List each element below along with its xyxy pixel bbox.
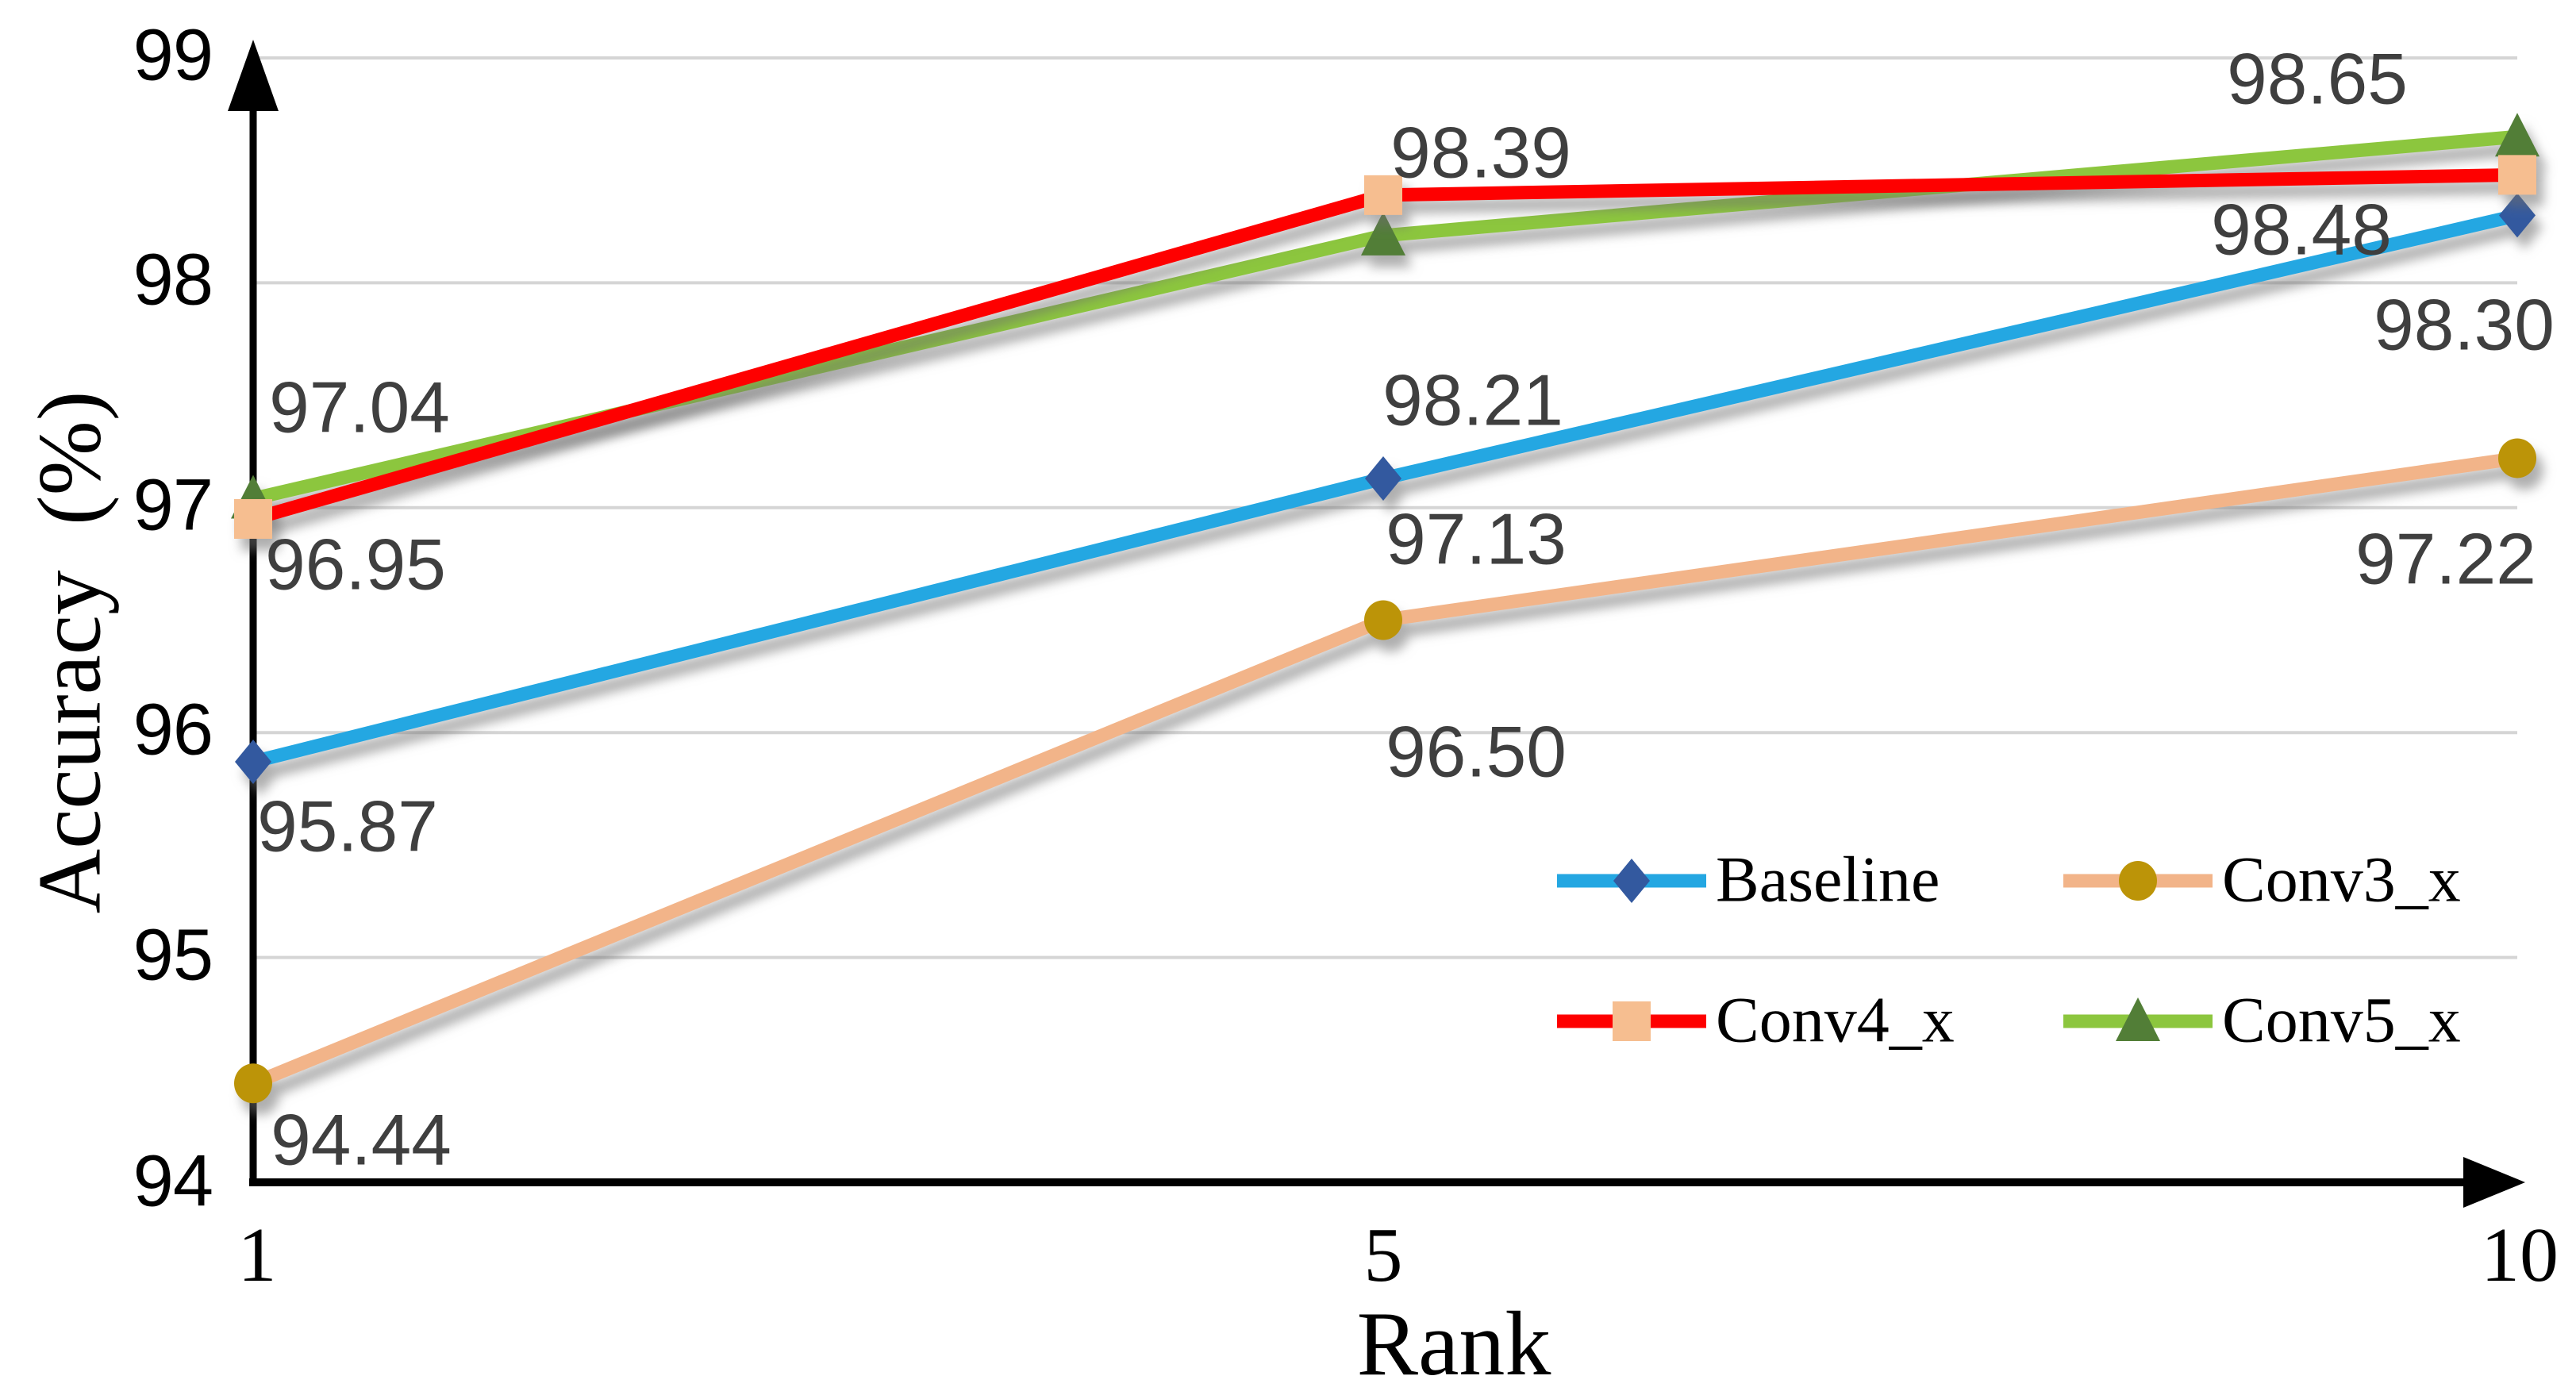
data-label-baseline-rank5: 97.13 — [1386, 499, 1567, 580]
legend-marker-circle-conv3_x — [2119, 861, 2157, 901]
marker-square-conv4_x-p1 — [1364, 175, 1402, 215]
y-tick-label-97: 97 — [133, 464, 213, 546]
legend-label-conv5: Conv5_x — [2222, 983, 2461, 1056]
marker-circle-conv3_x-p1 — [1364, 600, 1402, 640]
x-tick-label-10: 10 — [2481, 1212, 2559, 1298]
y-tick-label-96: 96 — [133, 689, 213, 771]
x-tick-label-5: 5 — [1363, 1212, 1403, 1298]
data-label-conv4-rank5: 98.39 — [1390, 113, 1571, 194]
y-axis-title: Accuracy (%) — [20, 390, 120, 914]
marker-circle-conv3_x-p2 — [2498, 438, 2536, 478]
legend-swatch-conv4_x — [1557, 1001, 1706, 1041]
legend-swatch-conv3_x — [2063, 861, 2213, 901]
marker-square-conv4_x-p0 — [234, 498, 272, 539]
y-tick-label-94: 94 — [133, 1140, 213, 1222]
x-axis-title: Rank — [1356, 1293, 1551, 1395]
marker-diamond-baseline-p0 — [235, 740, 271, 785]
y-tick-label-99: 99 — [133, 14, 213, 96]
data-label-conv5-rank10: 98.65 — [2227, 39, 2408, 120]
marker-triangle-conv5_x-p2 — [2495, 113, 2539, 157]
legend-swatch-conv5_x — [2063, 997, 2213, 1041]
marker-circle-conv3_x-p0 — [234, 1063, 272, 1104]
series-group-baseline — [235, 193, 2536, 785]
x-axis-arrowhead-icon — [2463, 1157, 2525, 1208]
data-label-conv3-rank1: 94.44 — [271, 1100, 452, 1181]
series-group-conv5_x — [231, 113, 2539, 519]
y-tick-label-95: 95 — [133, 914, 213, 996]
legend-marker-diamond-baseline — [1613, 859, 1650, 903]
data-label-baseline-rank1: 95.87 — [257, 786, 438, 867]
data-label-conv5-rank1: 97.04 — [269, 367, 450, 448]
data-label-conv4-rank10: 98.48 — [2211, 190, 2392, 271]
y-axis-arrowhead-icon — [228, 40, 279, 111]
marker-square-conv4_x-p2 — [2498, 155, 2536, 195]
series-group-conv3_x — [234, 438, 2536, 1104]
legend-label-conv3: Conv3_x — [2222, 843, 2461, 916]
legend-marker-triangle-conv5_x — [2116, 997, 2160, 1041]
data-label-baseline-rank10: 98.30 — [2374, 285, 2555, 366]
marker-diamond-baseline-p1 — [1365, 455, 1401, 501]
legend-swatch-baseline — [1557, 859, 1706, 903]
marker-diamond-baseline-p2 — [2499, 193, 2536, 238]
data-label-conv4-rank1: 96.95 — [265, 525, 446, 605]
legend-marker-square-conv4_x — [1613, 1001, 1651, 1041]
marker-triangle-conv5_x-p1 — [1361, 211, 1405, 256]
data-label-conv3-rank10: 97.22 — [2355, 519, 2536, 600]
x-tick-label-1: 1 — [237, 1212, 277, 1298]
data-label-conv3-rank5: 96.50 — [1386, 712, 1567, 793]
y-tick-label-98: 98 — [133, 239, 213, 321]
data-label-conv5-rank5: 98.21 — [1382, 360, 1563, 441]
legend-label-conv4: Conv4_x — [1716, 983, 1955, 1056]
legend-label-baseline: Baseline — [1716, 843, 1940, 916]
series-group-conv4_x — [234, 155, 2536, 539]
